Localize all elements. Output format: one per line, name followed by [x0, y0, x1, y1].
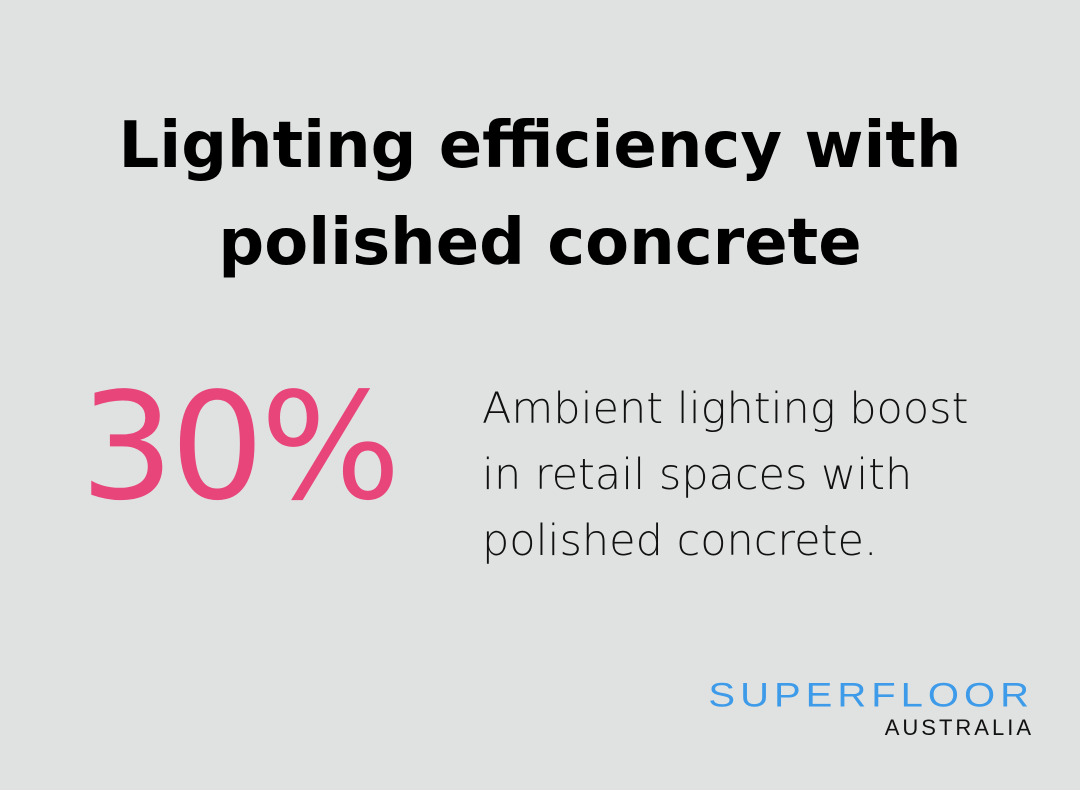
- logo-name: SUPERFLOOR: [708, 676, 1034, 714]
- title-line-2: polished concrete: [218, 206, 862, 280]
- page-title: Lighting efficiency with polished concre…: [0, 98, 1080, 292]
- logo-subtitle: AUSTRALIA: [884, 715, 1034, 740]
- stat-description: Ambient lighting boost in retail spaces …: [482, 376, 1042, 574]
- brand-logo: SUPERFLOOR AUSTRALIA: [708, 676, 1034, 740]
- description-line-1: Ambient lighting boost: [482, 384, 969, 434]
- title-line-1: Lighting efficiency with: [118, 109, 962, 183]
- description-line-2: in retail spaces with: [482, 450, 913, 500]
- description-line-3: polished concrete.: [482, 516, 878, 566]
- stat-value: 30%: [80, 361, 401, 533]
